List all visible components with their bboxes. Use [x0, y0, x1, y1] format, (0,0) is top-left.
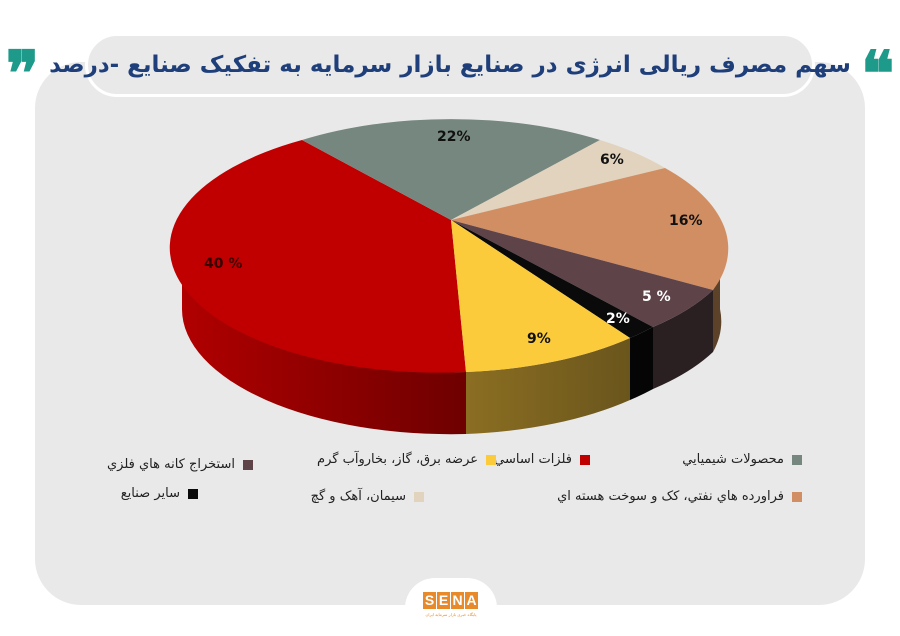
- legend-item-cement: سيمان، آهک و گچ: [311, 489, 424, 504]
- sena-logo: S E N A: [423, 592, 479, 609]
- pie-side: [181, 247, 722, 435]
- legend-swatch: [243, 459, 253, 470]
- slice-utilities: [451, 220, 630, 372]
- legend-label: ساير صنايع: [120, 486, 180, 501]
- pie-top: [169, 119, 729, 373]
- label-utilities: 9%: [527, 331, 551, 347]
- legend-label: محصولات شيميايي: [682, 452, 784, 467]
- legend-item-mining: استخراج کانه هاي فلزي: [107, 457, 253, 472]
- legend-swatch: [792, 454, 802, 465]
- title-banner: ❝ سهم مصرف ریالی انرژی در صنایع بازار سر…: [6, 33, 894, 105]
- slice-petroleum: [451, 168, 729, 290]
- legend-item-petroleum: فراورده هاي نفتي، کک و سوخت هسته اي: [557, 489, 802, 504]
- logo-subtitle: پایگاه خبری بازار سرمایه ایران: [425, 612, 477, 617]
- legend-item-utilities: عرضه برق، گاز، بخاروآب گرم: [317, 452, 496, 467]
- chart-title: سهم مصرف ریالی انرژی در صنایع بازار سرما…: [49, 52, 851, 78]
- legend-swatch: [486, 454, 496, 465]
- legend-label: استخراج کانه هاي فلزي: [107, 457, 235, 472]
- label-basic-metals: 40 %: [204, 256, 242, 272]
- logo-letter: E: [437, 592, 450, 609]
- legend-swatch: [792, 491, 802, 502]
- slice-basic-metals: [169, 140, 466, 373]
- logo-letter: N: [451, 592, 464, 609]
- legend-swatch: [188, 488, 198, 499]
- label-cement: 6%: [600, 152, 624, 168]
- legend-label: فلزات اساسي: [494, 452, 572, 467]
- logo-letter: A: [465, 592, 478, 609]
- legend-label: عرضه برق، گاز، بخاروآب گرم: [317, 452, 478, 467]
- slice-chemical: [302, 119, 600, 220]
- logo-letter: S: [423, 592, 436, 609]
- slice-other: [451, 220, 653, 338]
- slice-cement: [451, 140, 665, 220]
- legend-item-chemical: محصولات شيميايي: [682, 452, 802, 467]
- label-chemical: 22%: [437, 129, 471, 145]
- legend-label: فراورده هاي نفتي، کک و سوخت هسته اي: [557, 489, 784, 504]
- label-other: 2%: [606, 311, 630, 327]
- legend-swatch: [580, 454, 590, 465]
- label-petroleum: 16%: [669, 213, 703, 229]
- legend-item-other: ساير صنايع: [121, 486, 198, 501]
- legend-swatch: [414, 491, 424, 502]
- slice-mining: [451, 220, 713, 327]
- legend-item-basic-metals: فلزات اساسي: [494, 452, 590, 467]
- label-mining: 5 %: [642, 289, 671, 305]
- legend-label: سيمان، آهک و گچ: [310, 489, 406, 504]
